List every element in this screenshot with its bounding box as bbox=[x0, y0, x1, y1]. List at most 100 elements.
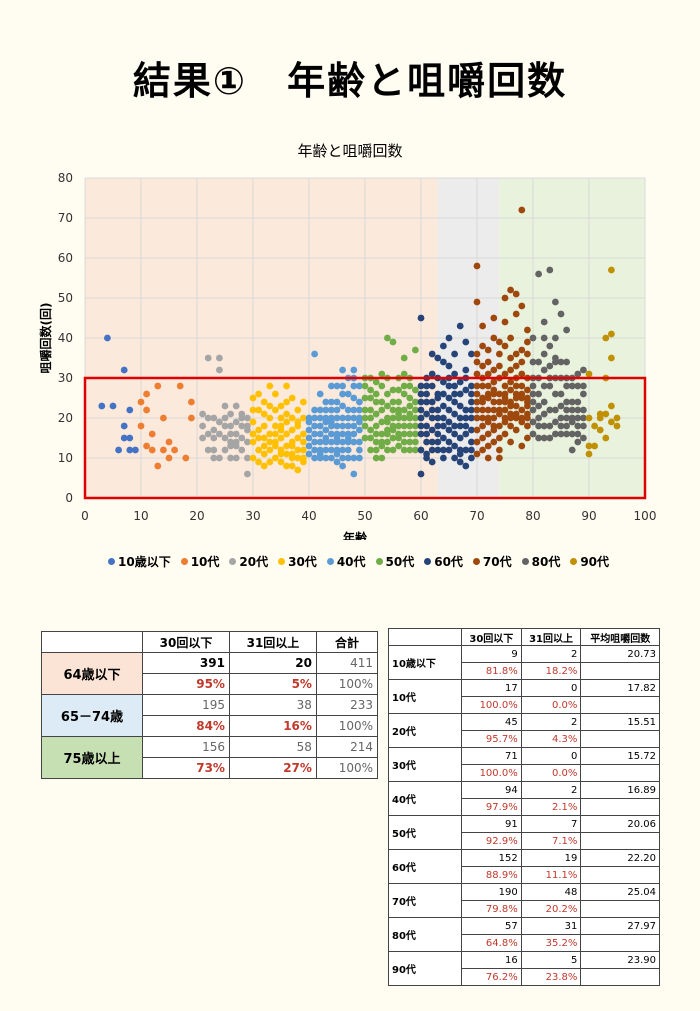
data-point bbox=[328, 438, 335, 446]
summary-count-cell: 391 bbox=[142, 652, 230, 674]
data-point bbox=[524, 386, 531, 394]
data-point bbox=[445, 382, 453, 390]
data-point bbox=[367, 386, 374, 394]
detail-count-cell: 2 bbox=[520, 781, 582, 799]
data-point bbox=[389, 446, 397, 454]
data-point bbox=[529, 406, 537, 414]
summary-count-cell: 38 bbox=[228, 694, 317, 716]
data-point bbox=[496, 434, 503, 442]
data-point bbox=[434, 414, 442, 422]
data-point bbox=[328, 398, 335, 406]
data-point bbox=[552, 430, 559, 438]
summary-count-cell: 20 bbox=[228, 652, 317, 674]
data-point bbox=[501, 370, 509, 378]
data-point bbox=[378, 406, 386, 414]
data-point bbox=[428, 350, 436, 358]
data-point bbox=[356, 454, 363, 462]
data-point bbox=[350, 394, 358, 402]
data-point bbox=[440, 378, 447, 386]
detail-avg-cell: 20.73 bbox=[580, 645, 660, 663]
data-point bbox=[445, 418, 453, 426]
data-point bbox=[518, 442, 526, 450]
detail-blank-cell bbox=[580, 764, 660, 782]
data-point bbox=[440, 434, 447, 442]
data-point bbox=[568, 382, 576, 390]
data-point bbox=[154, 382, 162, 390]
data-point bbox=[372, 398, 380, 406]
data-point bbox=[249, 406, 257, 414]
data-point bbox=[283, 418, 290, 426]
data-point bbox=[400, 446, 408, 454]
data-point bbox=[210, 414, 218, 422]
detail-row-label: 60代 bbox=[388, 849, 462, 884]
data-point bbox=[563, 398, 570, 406]
data-point bbox=[468, 438, 475, 446]
data-point bbox=[440, 454, 447, 462]
data-point bbox=[428, 458, 436, 466]
data-point bbox=[552, 334, 559, 342]
data-point bbox=[468, 414, 475, 422]
data-point bbox=[585, 414, 593, 422]
detail-row: 10代 17 0 17.82 bbox=[388, 679, 660, 714]
data-point bbox=[344, 390, 352, 398]
legend-marker-icon bbox=[180, 558, 188, 565]
data-point bbox=[546, 342, 554, 350]
data-point bbox=[496, 390, 503, 398]
data-point bbox=[232, 430, 240, 438]
data-point bbox=[367, 406, 374, 414]
legend-label: 90代 bbox=[580, 555, 610, 569]
data-point bbox=[479, 414, 486, 422]
data-point bbox=[484, 454, 492, 462]
data-point bbox=[143, 390, 151, 398]
y-tick-label: 40 bbox=[58, 331, 73, 345]
data-point bbox=[244, 422, 251, 430]
data-point bbox=[490, 438, 498, 446]
data-point bbox=[412, 346, 419, 354]
detail-avg-cell: 20.06 bbox=[580, 815, 660, 833]
data-point bbox=[277, 414, 285, 422]
data-point bbox=[384, 430, 391, 438]
summary-row: 75歳以上 156 58 214 bbox=[41, 736, 379, 779]
data-point bbox=[518, 382, 526, 390]
data-point bbox=[434, 446, 442, 454]
data-point bbox=[473, 390, 481, 398]
detail-blank-cell bbox=[580, 968, 660, 986]
data-point bbox=[367, 426, 374, 434]
data-point bbox=[580, 366, 587, 374]
data-point bbox=[440, 446, 447, 454]
data-point bbox=[462, 430, 470, 438]
data-point bbox=[608, 354, 615, 362]
detail-row: 40代 94 2 16.89 bbox=[388, 781, 660, 816]
data-point bbox=[484, 358, 492, 366]
data-point bbox=[384, 402, 391, 410]
data-point bbox=[372, 422, 380, 430]
data-point bbox=[490, 406, 498, 414]
legend-item: 60代 bbox=[424, 553, 463, 570]
y-tick-label: 50 bbox=[58, 291, 73, 305]
data-point bbox=[255, 406, 262, 414]
data-point bbox=[339, 430, 346, 438]
data-point bbox=[300, 438, 307, 446]
data-point bbox=[188, 398, 195, 406]
data-point bbox=[428, 438, 436, 446]
data-point bbox=[580, 390, 587, 398]
data-point bbox=[154, 462, 162, 470]
detail-blank-cell bbox=[580, 696, 660, 714]
data-point bbox=[568, 446, 576, 454]
detail-avg-cell: 23.90 bbox=[580, 951, 660, 969]
data-point bbox=[400, 438, 408, 446]
data-point bbox=[574, 398, 582, 406]
data-point bbox=[361, 382, 369, 390]
data-point bbox=[423, 430, 430, 438]
detail-header-blank bbox=[388, 628, 462, 646]
data-point bbox=[535, 270, 542, 278]
data-point bbox=[507, 286, 514, 294]
data-point bbox=[428, 370, 436, 378]
detail-count-cell: 91 bbox=[461, 815, 522, 833]
detail-count-cell: 2 bbox=[520, 645, 582, 663]
detail-count-cell: 57 bbox=[461, 917, 522, 935]
data-point bbox=[518, 302, 526, 310]
detail-blank-cell bbox=[580, 662, 660, 680]
data-point bbox=[378, 430, 386, 438]
data-point bbox=[322, 438, 330, 446]
